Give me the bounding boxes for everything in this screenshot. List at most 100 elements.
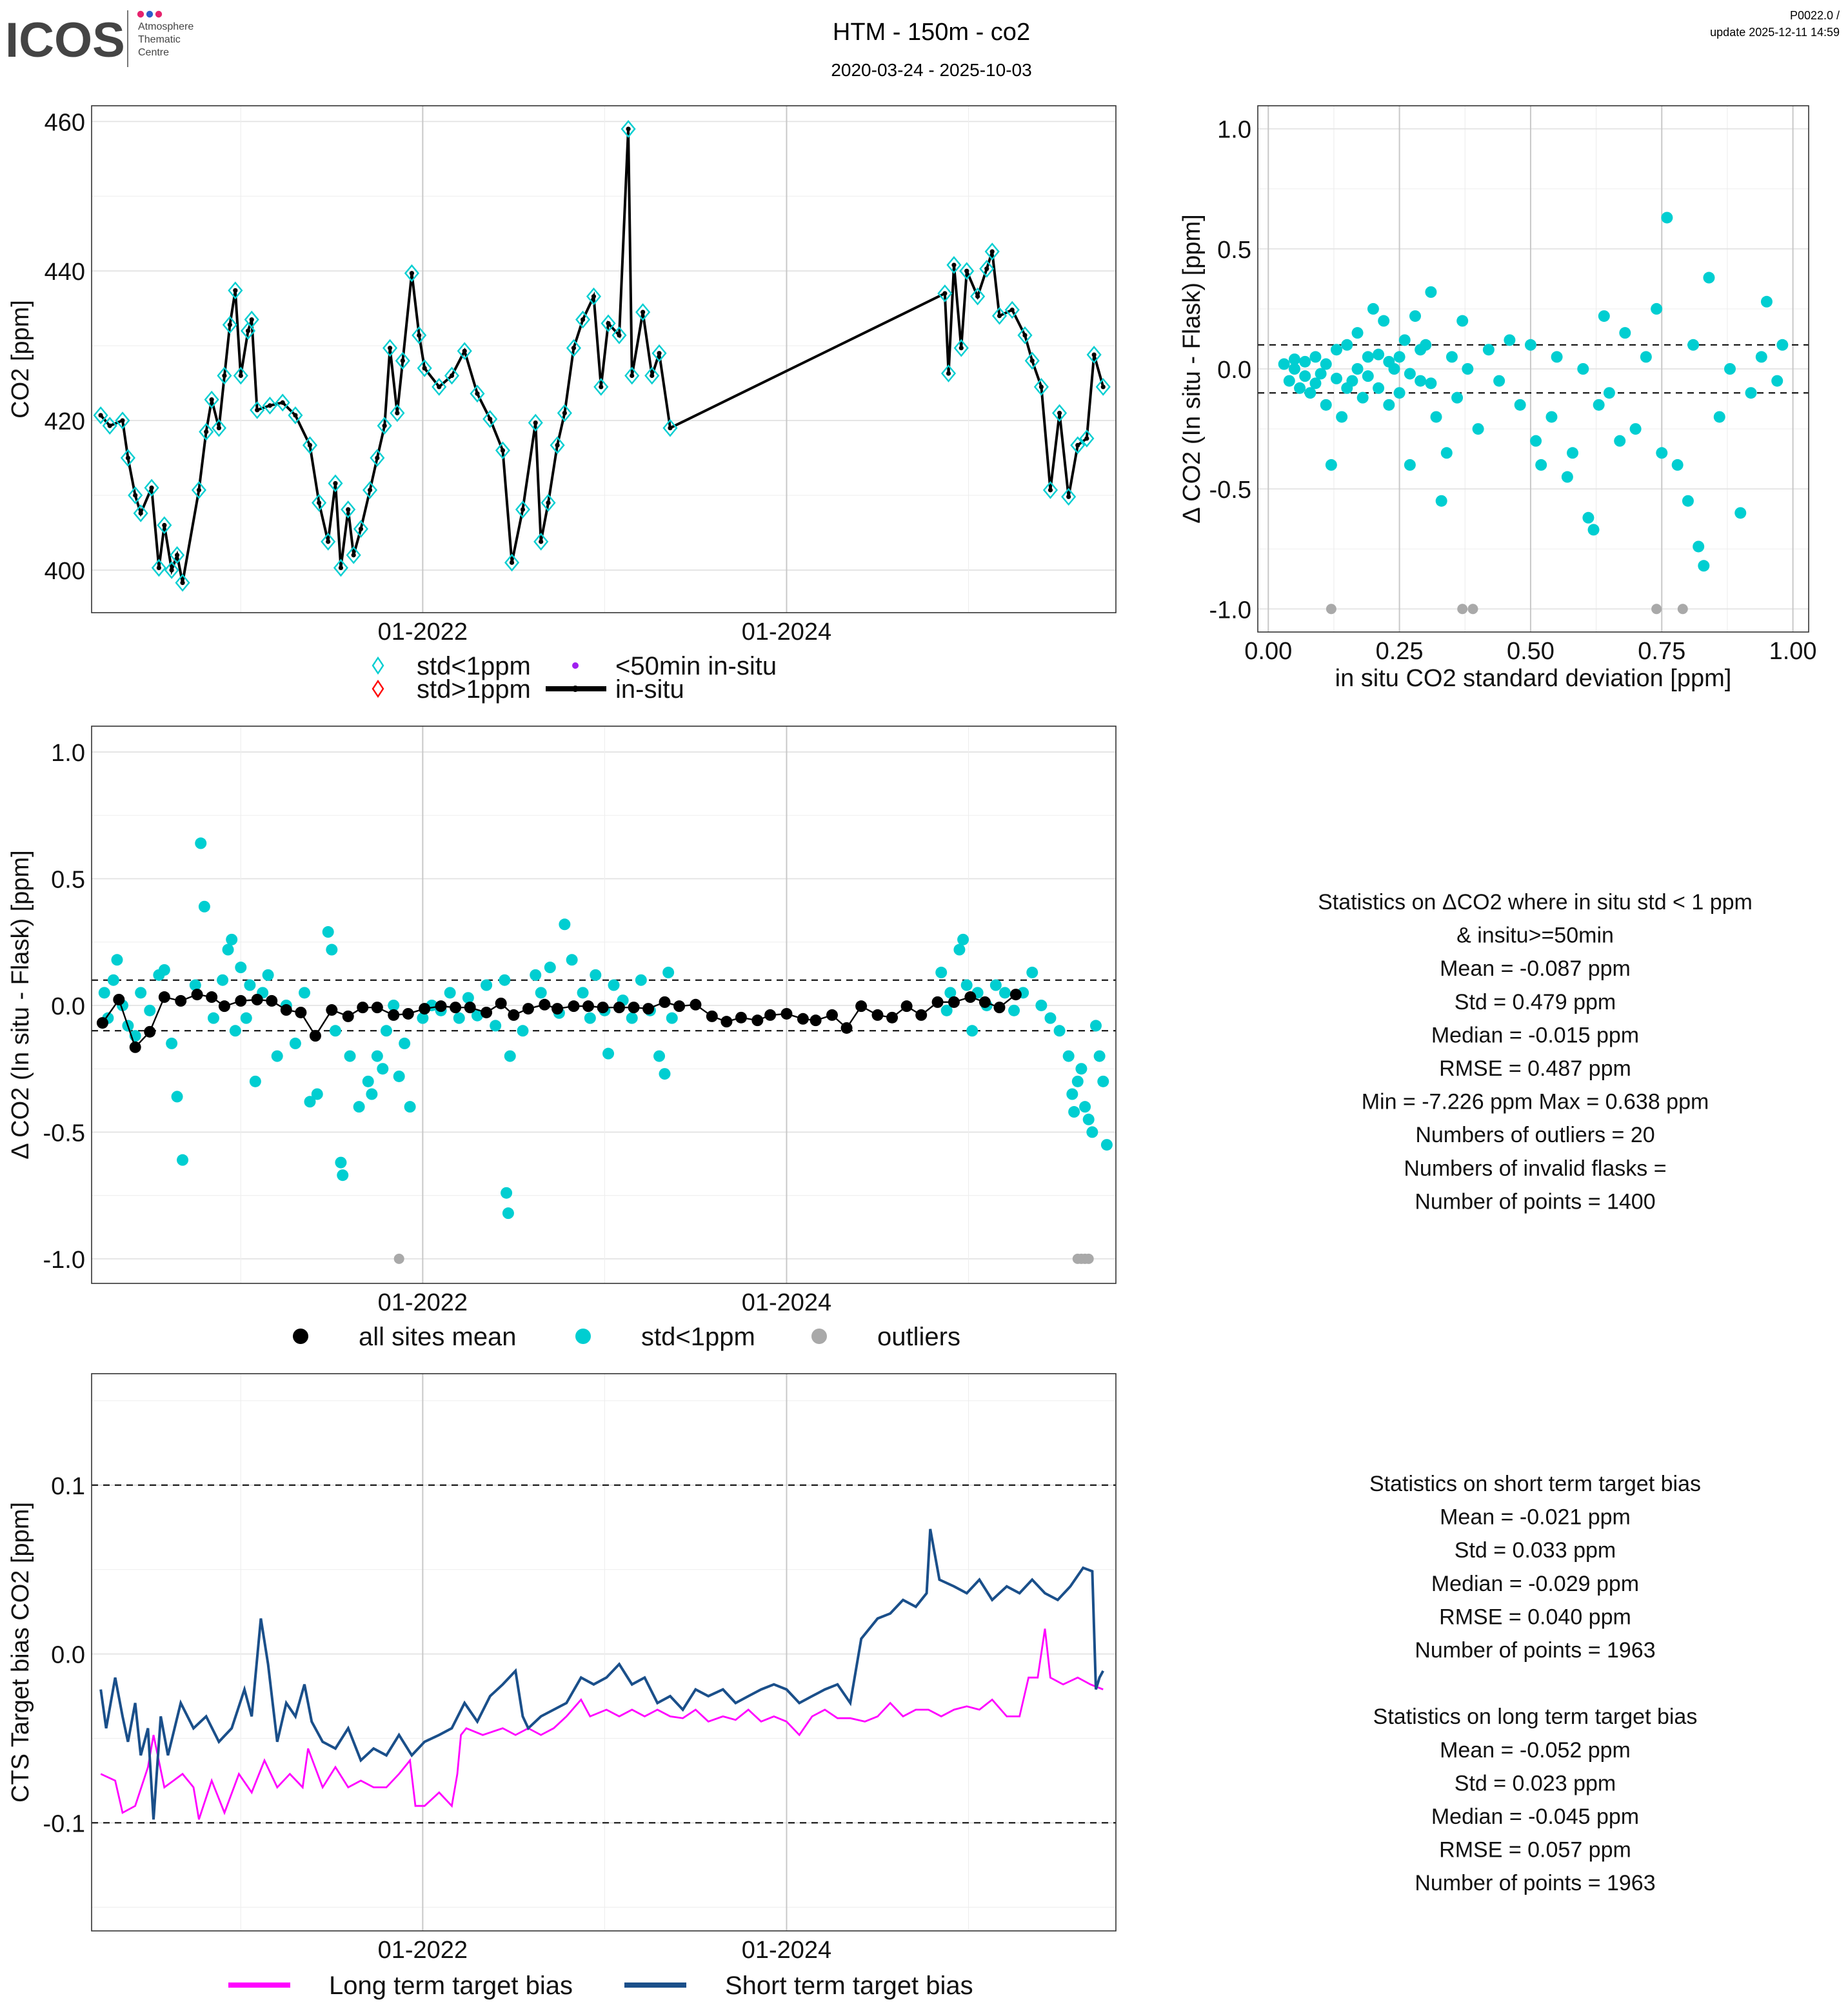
flask-diamond: [302, 436, 318, 455]
y-axis-title: CTS Target bias CO2 [ppm]: [7, 1502, 34, 1803]
y-tick-label: -0.5: [43, 1120, 85, 1147]
insitu-point: [338, 565, 344, 571]
scatter-point: [1640, 351, 1652, 363]
insitu-point: [375, 455, 380, 460]
scatter-point: [1393, 351, 1406, 363]
insitu-point: [196, 488, 202, 493]
flask-diamond: [341, 500, 356, 519]
flask-diamond: [191, 481, 206, 499]
logo-brand: ICOS: [5, 13, 125, 68]
flask-diamond: [333, 559, 348, 577]
version-label: P0022.0 /: [1790, 9, 1840, 22]
flask-diamond: [495, 441, 511, 460]
std-lt-point: [377, 1063, 389, 1075]
flask-diamond: [586, 287, 602, 306]
logo-line1: Atmosphere: [138, 21, 194, 32]
insitu-point: [626, 126, 631, 132]
stat-line: Std = 0.479 ppm: [1455, 990, 1616, 1014]
insitu-point: [138, 511, 143, 516]
flask-diamond: [204, 390, 219, 409]
std-lt-point: [590, 969, 602, 981]
mean-point: [508, 1009, 520, 1021]
scatter-point: [1713, 411, 1725, 423]
insitu-point: [599, 384, 604, 390]
mean-point: [280, 1004, 292, 1016]
scatter-point: [1315, 368, 1327, 380]
scatter-point: [1425, 377, 1437, 390]
insitu-point: [984, 266, 989, 272]
flask-diamond: [275, 393, 290, 412]
scatter-point: [1561, 471, 1573, 483]
x-tick-label: 0.00: [1244, 638, 1292, 665]
mean-point: [826, 1009, 838, 1021]
std-lt-point: [1062, 1050, 1075, 1062]
insitu-point: [562, 410, 567, 416]
mean-point: [751, 1014, 764, 1027]
std-lt-point: [453, 1012, 465, 1024]
std-lt-point: [501, 1187, 513, 1199]
std-lt-point: [299, 987, 311, 999]
insitu-point: [437, 384, 442, 390]
stat-line: Median = -0.029 ppm: [1431, 1572, 1639, 1596]
scatter-point: [1398, 334, 1411, 346]
insitu-point: [333, 480, 338, 486]
flask-diamond: [953, 339, 969, 357]
std-lt-point: [1068, 1106, 1080, 1118]
insitu-point: [475, 391, 480, 396]
mean-point: [735, 1011, 747, 1023]
std-lt-point: [337, 1169, 349, 1181]
flask-diamond: [1079, 430, 1095, 448]
std-lt-point: [577, 987, 589, 999]
scatter-point: [1661, 212, 1673, 224]
std-lt-point: [602, 1047, 615, 1060]
std-lt-point: [344, 1050, 356, 1062]
plot-border: [91, 105, 1117, 613]
insitu-point: [975, 294, 980, 299]
flask-diamond: [377, 417, 392, 435]
scatter-point: [1724, 363, 1736, 375]
dot-black-icon: [572, 686, 579, 692]
flask-diamond: [262, 397, 277, 415]
flask-diamond: [395, 351, 410, 370]
x-tick-label: 01-2024: [742, 1289, 831, 1316]
flask-diamond: [937, 284, 953, 302]
insitu-point: [395, 410, 400, 416]
insitu-point: [555, 442, 560, 448]
mean-point: [764, 1009, 777, 1021]
std-lt-point: [960, 979, 973, 991]
flask-diamond: [417, 359, 432, 377]
insitu-point: [162, 522, 167, 528]
scatter-point: [1446, 351, 1458, 363]
mean-point: [251, 993, 263, 1005]
mean-point: [326, 1004, 338, 1016]
flask-diamond: [635, 303, 651, 321]
flask-diamond: [157, 516, 172, 535]
co2-timeseries-chart: 400 420 440 460 01-2022 01-2024 CO2 [ppm]: [7, 105, 1117, 646]
logo-dot: [137, 10, 144, 18]
insitu-point: [630, 373, 635, 379]
flask-diamond: [482, 410, 498, 428]
flask-diamond: [199, 422, 214, 441]
insitu-point: [546, 500, 551, 506]
scatter-point: [1582, 511, 1595, 524]
scatter-point: [1320, 358, 1332, 370]
flask-diamond: [412, 326, 427, 344]
outlier-point: [1326, 604, 1336, 615]
std-lt-point: [98, 987, 110, 999]
mean-point: [175, 994, 187, 1007]
flask-diamond: [222, 315, 237, 334]
scatter-point: [1430, 411, 1442, 423]
std-lt-point: [1066, 1088, 1078, 1100]
x-axis-title: in situ CO2 standard deviation [ppm]: [1335, 665, 1732, 692]
mean-point: [628, 1002, 640, 1014]
scatter-point: [1504, 334, 1516, 346]
flask-diamond: [601, 314, 616, 333]
insitu-point: [533, 420, 538, 426]
stat-line: Min = -7.226 ppm Max = 0.638 ppm: [1362, 1090, 1709, 1114]
std-lt-point: [404, 1101, 416, 1113]
scatter-point: [1331, 372, 1342, 384]
flask-diamond: [233, 366, 248, 385]
flask-diamond: [328, 474, 343, 493]
scatter-point: [1425, 286, 1437, 298]
scatter-point: [1703, 272, 1715, 284]
